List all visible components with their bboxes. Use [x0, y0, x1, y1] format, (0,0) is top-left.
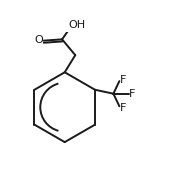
Text: F: F: [120, 75, 126, 85]
Text: F: F: [129, 89, 136, 99]
Text: F: F: [120, 103, 126, 113]
Text: O: O: [35, 35, 43, 45]
Text: OH: OH: [69, 20, 86, 30]
